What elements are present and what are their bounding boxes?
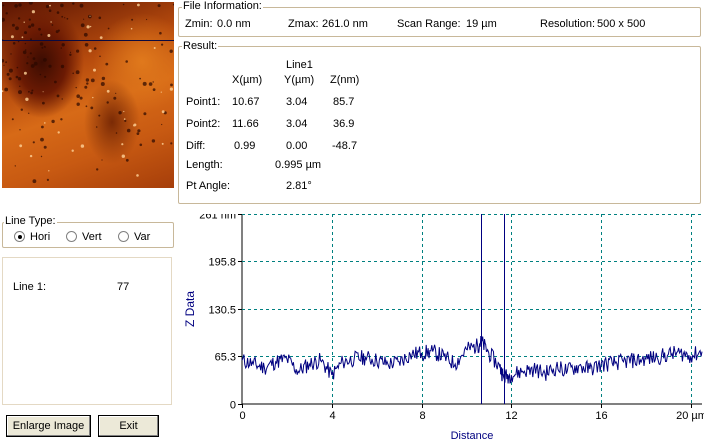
y-tick-label: 195.8: [208, 257, 236, 269]
point2-label: Point2:: [186, 118, 221, 130]
pt-angle-value: 2.81°: [286, 180, 312, 192]
z-profile-chart: 0 65.3 130.5 195.8 261 nm 0 4 8 12 16 20 µm Distanc…: [183, 214, 704, 442]
x-tick-label: 20 µm: [676, 410, 704, 422]
length-label: Length:: [186, 159, 223, 171]
zmin-label: Zmin:: [185, 18, 213, 30]
point2-z: 36.9: [333, 118, 355, 130]
y-tick-label: 130.5: [208, 305, 236, 317]
diff-y: 0.00: [286, 140, 308, 152]
x-axis-label: Distance: [451, 430, 494, 442]
line-list-panel[interactable]: Line 1: 77: [2, 257, 172, 405]
line1-list-value: 77: [117, 281, 130, 293]
radio-var[interactable]: [118, 231, 129, 242]
result-group: [178, 46, 701, 204]
zmax-label: Zmax:: [288, 18, 319, 30]
length-value: 0.995 µm: [275, 159, 322, 171]
x-tick-label: 4: [329, 410, 335, 422]
y-tick-label: 0: [230, 400, 236, 412]
scan-range-value: 19 µm: [466, 18, 497, 30]
line-type-group: [2, 222, 174, 248]
file-information-title: File Information:: [182, 0, 263, 12]
afm-texture: [2, 2, 174, 184]
y-tick-label: 65.3: [215, 352, 236, 364]
y-tick-label: 261 nm: [199, 214, 236, 222]
resolution-label: Resolution:: [540, 18, 596, 30]
result-title: Result:: [182, 40, 219, 52]
line-type-title: Line Type:: [4, 215, 57, 227]
diff-x: 0.99: [234, 140, 256, 152]
y-axis-label: Z Data: [183, 291, 197, 327]
col-z-header: Z(nm): [330, 74, 360, 86]
scan-line-marker[interactable]: [2, 40, 174, 41]
diff-z: -48.7: [332, 140, 358, 152]
resolution-value: 500 x 500: [597, 18, 646, 30]
zmin-value: 0.0 nm: [217, 18, 251, 30]
x-tick-label: 8: [419, 410, 425, 422]
radio-vert[interactable]: [66, 231, 77, 242]
line1-list-label: Line 1:: [13, 281, 47, 293]
col-y-header: Y(µm): [284, 74, 315, 86]
x-tick-label: 0: [239, 410, 245, 422]
x-tick-label: 16: [595, 410, 607, 422]
col-x-header: X(µm): [232, 74, 263, 86]
pt-angle-label: Pt Angle:: [186, 180, 231, 192]
point1-z: 85.7: [333, 96, 355, 108]
point1-y: 3.04: [286, 96, 308, 108]
file-information-group: [178, 7, 701, 37]
radio-vert-label[interactable]: Vert: [82, 231, 102, 243]
enlarge-image-button[interactable]: Enlarge Image: [6, 415, 91, 437]
x-tick-label: 12: [505, 410, 517, 422]
exit-button[interactable]: Exit: [98, 415, 159, 437]
radio-var-label[interactable]: Var: [134, 231, 151, 243]
point1-label: Point1:: [186, 96, 221, 108]
zmax-value: 261.0 nm: [322, 18, 368, 30]
radio-hori-label[interactable]: Hori: [30, 231, 51, 243]
point1-x: 10.67: [232, 96, 260, 108]
radio-hori[interactable]: [14, 231, 25, 242]
scan-range-label: Scan Range:: [397, 18, 461, 30]
diff-label: Diff:: [186, 140, 206, 152]
line1-header: Line1: [286, 59, 313, 71]
point2-x: 11.66: [232, 118, 259, 130]
afm-scan-image[interactable]: [2, 2, 174, 188]
z-profile-series-line: [241, 335, 703, 384]
point2-y: 3.04: [286, 118, 308, 130]
